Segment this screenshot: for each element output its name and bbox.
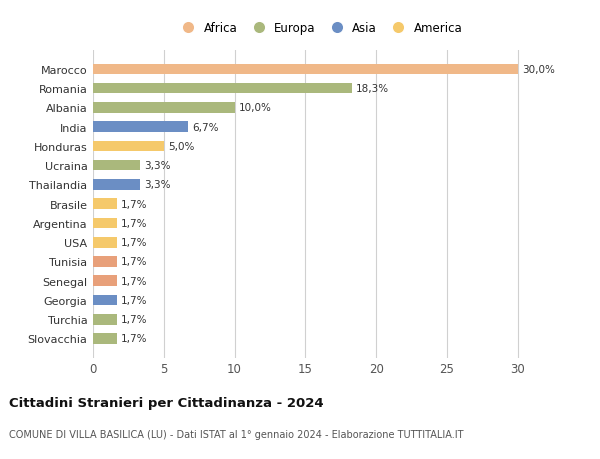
- Bar: [93, 257, 117, 267]
- Bar: [93, 237, 117, 248]
- Text: 18,3%: 18,3%: [356, 84, 389, 94]
- Text: 30,0%: 30,0%: [522, 65, 555, 75]
- Text: COMUNE DI VILLA BASILICA (LU) - Dati ISTAT al 1° gennaio 2024 - Elaborazione TUT: COMUNE DI VILLA BASILICA (LU) - Dati IST…: [9, 429, 464, 439]
- Text: 6,7%: 6,7%: [192, 123, 218, 132]
- Text: 1,7%: 1,7%: [121, 257, 148, 267]
- Bar: [93, 314, 117, 325]
- Bar: [93, 180, 140, 190]
- Text: 1,7%: 1,7%: [121, 334, 148, 344]
- Text: 3,3%: 3,3%: [144, 180, 170, 190]
- Text: 5,0%: 5,0%: [168, 142, 194, 151]
- Bar: [93, 295, 117, 306]
- Text: 1,7%: 1,7%: [121, 238, 148, 248]
- Bar: [93, 334, 117, 344]
- Text: 3,3%: 3,3%: [144, 161, 170, 171]
- Text: Cittadini Stranieri per Cittadinanza - 2024: Cittadini Stranieri per Cittadinanza - 2…: [9, 396, 323, 409]
- Text: 1,7%: 1,7%: [121, 314, 148, 325]
- Bar: [93, 141, 164, 152]
- Bar: [93, 199, 117, 210]
- Bar: [93, 84, 352, 94]
- Text: 1,7%: 1,7%: [121, 218, 148, 229]
- Text: 1,7%: 1,7%: [121, 295, 148, 305]
- Bar: [93, 64, 518, 75]
- Legend: Africa, Europa, Asia, America: Africa, Europa, Asia, America: [174, 19, 465, 37]
- Bar: [93, 218, 117, 229]
- Bar: [93, 161, 140, 171]
- Bar: [93, 122, 188, 133]
- Bar: [93, 276, 117, 286]
- Text: 10,0%: 10,0%: [239, 103, 272, 113]
- Bar: [93, 103, 235, 113]
- Text: 1,7%: 1,7%: [121, 199, 148, 209]
- Text: 1,7%: 1,7%: [121, 276, 148, 286]
